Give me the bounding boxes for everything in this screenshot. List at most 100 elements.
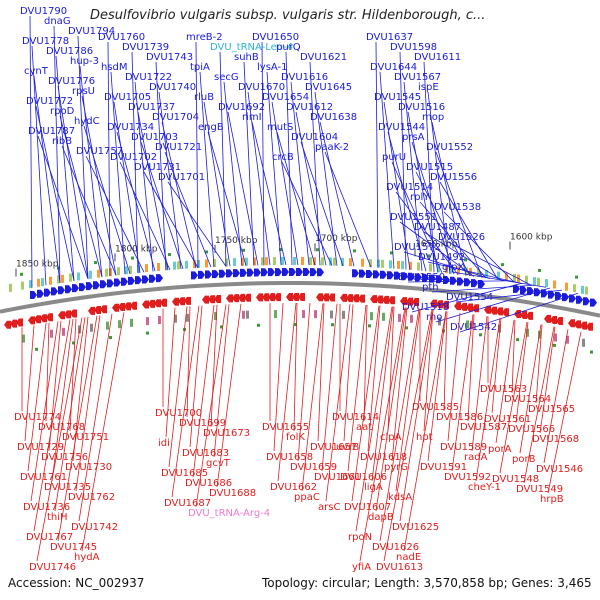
cog-block bbox=[145, 264, 148, 273]
marker bbox=[464, 258, 467, 262]
reverse-leader-line bbox=[423, 309, 434, 432]
forward-gene-arrow bbox=[240, 268, 247, 277]
cog-block bbox=[321, 257, 324, 266]
cog-block bbox=[137, 264, 140, 273]
forward-gene-label: pth bbox=[422, 282, 439, 293]
reverse-gene-label: dapB bbox=[368, 512, 394, 523]
marker bbox=[405, 326, 408, 330]
forward-gene-label: DVU1644 bbox=[370, 62, 417, 73]
reverse-gene-arrow bbox=[178, 297, 185, 306]
forward-gene-arrow bbox=[233, 269, 240, 278]
cog-block bbox=[29, 280, 32, 289]
forward-gene-label: DVU1545 bbox=[374, 92, 421, 103]
forward-leader-line bbox=[324, 151, 372, 268]
reverse-gene-arrow bbox=[568, 319, 575, 328]
reverse-gene-label: pyrG bbox=[384, 462, 408, 473]
forward-gene-arrow bbox=[198, 270, 205, 279]
marker bbox=[427, 254, 430, 258]
reverse-gene-label: DVU1607 bbox=[344, 502, 391, 513]
cog-block bbox=[301, 257, 304, 266]
forward-leader-line bbox=[271, 101, 299, 266]
forward-leader-line bbox=[53, 25, 61, 283]
reverse-leader-line bbox=[277, 302, 297, 482]
reverse-gene-arrow bbox=[256, 293, 263, 302]
forward-gene-label: DVU1550 bbox=[398, 272, 445, 283]
reverse-leader-line bbox=[165, 307, 176, 438]
forward-gene-label: tpiA bbox=[190, 62, 210, 73]
reverse-gene-arrow bbox=[454, 302, 461, 311]
cog-block bbox=[302, 310, 305, 319]
forward-leader-line bbox=[37, 135, 89, 280]
forward-leader-line bbox=[61, 145, 117, 276]
reverse-gene-arrow bbox=[142, 300, 149, 309]
forward-leader-line bbox=[309, 61, 321, 266]
forward-leader-line bbox=[319, 121, 355, 267]
forward-leader-line bbox=[415, 171, 471, 277]
reverse-gene-label: DVU1700 bbox=[155, 408, 202, 419]
marker bbox=[220, 325, 223, 329]
reverse-leader-line bbox=[189, 305, 203, 448]
reverse-gene-arrow bbox=[238, 293, 245, 302]
reverse-gene-arrow bbox=[292, 293, 299, 302]
reverse-gene-label: DVU1614 bbox=[332, 412, 379, 423]
reverse-gene-label: DVU1761 bbox=[20, 472, 67, 483]
reverse-gene-label: DVU1561 bbox=[484, 414, 531, 425]
reverse-gene-arrow bbox=[460, 302, 467, 311]
forward-leader-line bbox=[435, 287, 551, 323]
forward-gene-label: DVU1645 bbox=[305, 82, 352, 93]
reverse-gene-arrow bbox=[268, 293, 275, 302]
forward-gene-arrow bbox=[555, 291, 562, 300]
reverse-gene-arrow bbox=[148, 299, 155, 308]
marker bbox=[390, 251, 393, 255]
reverse-gene-arrow bbox=[580, 321, 587, 330]
forward-leader-line bbox=[431, 284, 535, 293]
cog-block bbox=[41, 278, 44, 287]
forward-leader-line bbox=[57, 85, 89, 279]
cog-block bbox=[213, 259, 216, 268]
forward-gene-label: hup-3 bbox=[70, 56, 99, 67]
forward-gene-arrow bbox=[149, 274, 156, 283]
cog-block bbox=[69, 273, 72, 282]
forward-gene-label: DVU1572 bbox=[394, 242, 441, 253]
reverse-gene-label: DVU1548 bbox=[492, 474, 539, 485]
forward-gene-label: prsA bbox=[402, 132, 425, 143]
reverse-gene-labels: DVU1774DVU1768DVU1751DVU1729DVU1756DVU17… bbox=[14, 302, 583, 573]
forward-gene-label: DVU1702 bbox=[110, 152, 157, 163]
marker bbox=[331, 323, 334, 327]
forward-leader-line bbox=[447, 241, 531, 285]
forward-gene-label: paaK-2 bbox=[315, 142, 349, 153]
forward-leader-line bbox=[35, 105, 75, 281]
forward-gene-arrow bbox=[541, 289, 548, 298]
cog-block bbox=[97, 269, 100, 278]
forward-gene-label: rpsU bbox=[72, 86, 95, 97]
forward-gene-arrow bbox=[100, 280, 107, 289]
reverse-gene-arrow bbox=[232, 294, 239, 303]
reverse-gene-arrow bbox=[70, 309, 77, 318]
cog-block bbox=[281, 257, 284, 266]
cog-block bbox=[401, 261, 404, 270]
cog-block bbox=[293, 257, 296, 266]
cog-block bbox=[185, 260, 188, 269]
forward-gene-label: DVU1552 bbox=[426, 142, 473, 153]
forward-leader-line bbox=[439, 181, 499, 280]
cog-block bbox=[57, 275, 60, 284]
forward-gene-label: DVU1604 bbox=[291, 132, 338, 143]
forward-leader-line bbox=[223, 81, 243, 266]
marker bbox=[168, 253, 171, 257]
cog-block bbox=[273, 257, 276, 266]
forward-gene-label: DVU1703 bbox=[131, 132, 178, 143]
forward-leader-line bbox=[164, 151, 212, 268]
forward-gene-arrow bbox=[86, 282, 93, 291]
forward-leader-line bbox=[81, 95, 117, 276]
reverse-gene-arrow bbox=[520, 310, 527, 319]
accession-label: Accession: NC_002937 bbox=[8, 576, 145, 590]
forward-leader-line bbox=[399, 221, 475, 277]
cog-block bbox=[581, 285, 584, 294]
cog-block bbox=[274, 310, 277, 319]
reverse-gene-label: DVU1566 bbox=[508, 424, 555, 435]
forward-gene-arrow bbox=[107, 279, 114, 288]
forward-gene-label: mutS bbox=[267, 122, 293, 133]
cog-block bbox=[382, 312, 385, 321]
forward-gene-arrow bbox=[282, 268, 289, 277]
